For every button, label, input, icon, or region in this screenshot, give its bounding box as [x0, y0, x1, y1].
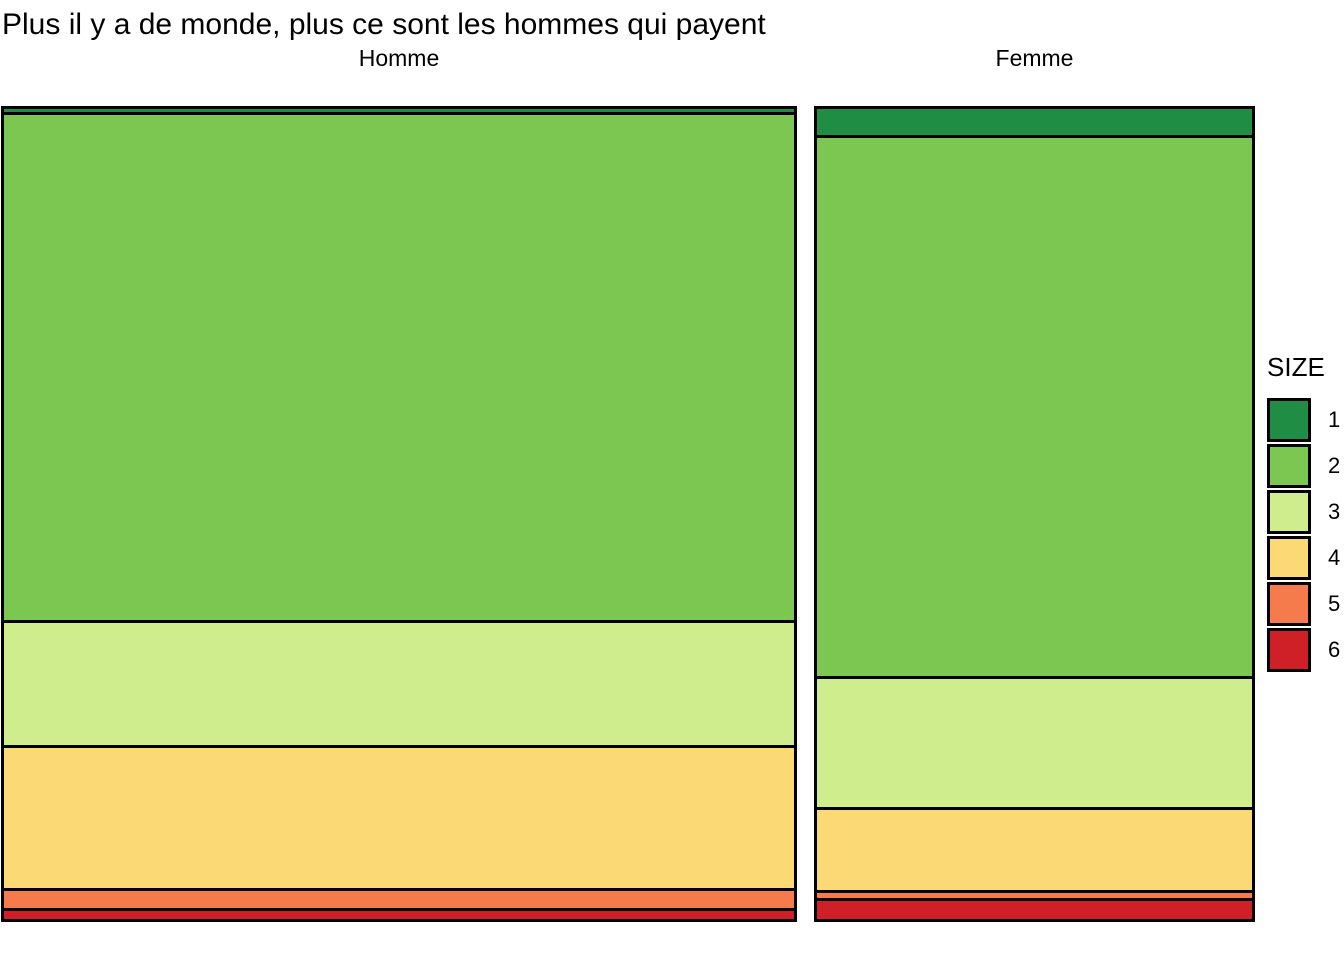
- chart-title: Plus il y a de monde, plus ce sont les h…: [2, 8, 766, 41]
- legend-label-size6: 6: [1328, 637, 1341, 662]
- mosaic-segment-femme-size4: [817, 810, 1252, 890]
- mosaic-segment-homme-size5: [4, 891, 794, 909]
- legend-swatch-size3: [1267, 490, 1311, 534]
- column-label-femme: Femme: [995, 45, 1074, 71]
- legend-label-size3: 3: [1328, 499, 1341, 524]
- legend-item-size6: 6: [1267, 628, 1340, 672]
- mosaic-segment-femme-size1: [817, 109, 1252, 136]
- legend-swatch-size6: [1267, 628, 1311, 672]
- mosaic-segment-femme-size2: [817, 138, 1252, 677]
- mosaic-segment-homme-size3: [4, 623, 794, 745]
- legend-swatch-size2: [1267, 444, 1311, 488]
- legend-label-size5: 5: [1328, 591, 1341, 616]
- mosaic-segment-homme-size1: [4, 109, 794, 113]
- legend-item-size3: 3: [1267, 490, 1340, 534]
- legend-item-size1: 1: [1267, 398, 1340, 442]
- legend-title: SIZE: [1267, 352, 1325, 382]
- legend-swatch-size5: [1267, 582, 1311, 626]
- mosaic-segment-femme-size3: [817, 679, 1252, 808]
- legend-item-size2: 2: [1267, 444, 1340, 488]
- column-label-homme: Homme: [358, 45, 440, 71]
- legend-item-size4: 4: [1267, 536, 1340, 580]
- mosaic-segment-homme-size4: [4, 747, 794, 889]
- legend-label-size4: 4: [1328, 545, 1341, 570]
- mosaic-segment-homme-size6: [4, 911, 794, 920]
- legend-items: 1 2 3 4 5 6: [1267, 398, 1340, 672]
- mosaic-segment-femme-size5: [817, 892, 1252, 898]
- legend-label-size1: 1: [1328, 407, 1341, 432]
- legend-swatch-size4: [1267, 536, 1311, 580]
- mosaic-column-femme: [814, 106, 1255, 922]
- mosaic-segment-femme-size6: [817, 900, 1252, 919]
- legend: SIZE 1 2 3 4 5 6: [1267, 352, 1340, 672]
- mosaic-column-homme: [1, 106, 797, 922]
- legend-swatch-size1: [1267, 398, 1311, 442]
- legend-item-size5: 5: [1267, 582, 1340, 626]
- mosaic-segment-homme-size2: [4, 115, 794, 621]
- legend-label-size2: 2: [1328, 453, 1341, 478]
